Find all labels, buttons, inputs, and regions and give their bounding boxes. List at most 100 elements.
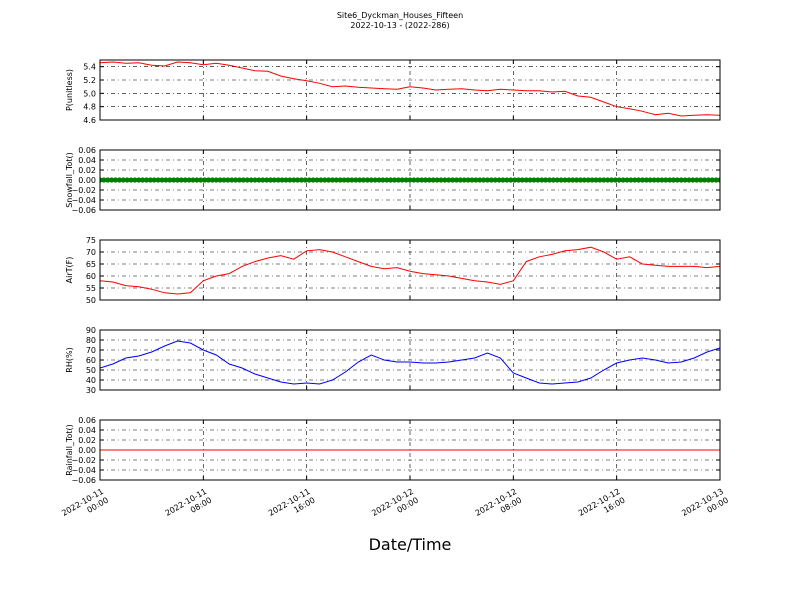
data-point [167, 177, 173, 183]
y-tick-label: 4.8 [83, 103, 96, 112]
data-point [322, 177, 328, 183]
data-point [295, 177, 301, 183]
data-point [492, 177, 498, 183]
data-point [636, 177, 642, 183]
data-point [558, 177, 564, 183]
chart-subtitle: 2022-10-13 - (2022-286) [350, 21, 449, 30]
data-point [194, 177, 200, 183]
data-point [101, 177, 107, 183]
data-point [647, 177, 653, 183]
data-point [291, 177, 297, 183]
x-tick-label: 2022-10-1216:00 [577, 487, 627, 527]
data-point [574, 177, 580, 183]
data-point [329, 177, 336, 183]
data-point [275, 177, 281, 183]
data-point [159, 177, 165, 183]
data-point [535, 177, 541, 183]
data-point [504, 177, 510, 183]
data-point [612, 177, 618, 183]
data-point [496, 177, 502, 183]
x-axis-label: Date/Time [369, 535, 452, 554]
chart-title: Site6_Dyckman_Houses_Fifteen [337, 11, 463, 20]
data-point [519, 177, 525, 183]
data-point [469, 177, 475, 183]
data-point [682, 177, 688, 183]
y-axis-label: RH(%) [65, 347, 74, 372]
data-point [550, 177, 556, 183]
data-point [601, 177, 607, 183]
y-tick-label: 5.2 [83, 76, 96, 85]
data-point [527, 177, 533, 183]
data-point [105, 177, 111, 183]
data-point [411, 177, 417, 183]
data-point [298, 177, 305, 183]
data-point [267, 177, 274, 183]
y-tick-label: 5.0 [83, 89, 96, 98]
data-point [182, 177, 188, 183]
y-tick-label: 80 [86, 336, 96, 345]
data-point [143, 177, 150, 183]
data-point [713, 177, 719, 183]
data-point [554, 177, 560, 183]
data-point [109, 177, 115, 183]
plot-frame [99, 59, 721, 121]
series-line [100, 61, 720, 117]
y-tick-label: −0.06 [71, 206, 96, 215]
data-point [380, 177, 386, 183]
data-point [345, 177, 351, 183]
data-point [585, 177, 591, 183]
y-tick-label: 0.02 [78, 436, 96, 445]
data-point [341, 177, 347, 183]
data-point [589, 177, 595, 183]
data-point [628, 177, 634, 183]
series-line [100, 246, 720, 295]
data-point [391, 177, 398, 183]
data-point [205, 177, 212, 183]
data-point [500, 177, 506, 183]
data-point [515, 177, 522, 183]
data-point [465, 177, 471, 183]
data-point [450, 177, 456, 183]
y-tick-label: 0.00 [78, 446, 96, 455]
y-tick-label: 50 [86, 366, 96, 375]
data-point [186, 177, 192, 183]
data-point [120, 177, 126, 183]
y-tick-label: 90 [86, 326, 96, 335]
data-point [198, 177, 204, 183]
data-point [639, 177, 646, 183]
data-point [651, 177, 657, 183]
y-tick-label: 75 [86, 236, 96, 245]
data-point [124, 177, 130, 183]
data-point [473, 177, 479, 183]
data-point [643, 177, 649, 183]
chart-panels: 4.64.85.05.25.4P(unitless)−0.06−0.04−0.0… [65, 59, 721, 485]
data-point [570, 177, 576, 183]
data-point [546, 177, 553, 183]
data-point [260, 177, 266, 183]
data-point [388, 177, 394, 183]
data-point [488, 177, 494, 183]
data-point [244, 177, 250, 183]
data-point [221, 177, 227, 183]
data-point [438, 177, 444, 183]
y-tick-label: −0.02 [71, 186, 96, 195]
y-tick-label: 0.04 [78, 426, 96, 435]
x-tick-label: 2022-10-1208:00 [474, 487, 524, 527]
data-point [674, 177, 680, 183]
data-point [353, 177, 359, 183]
y-axis-label: P(unitless) [65, 69, 74, 111]
data-point [283, 177, 289, 183]
data-point [287, 177, 293, 183]
data-point [151, 177, 157, 183]
data-point [407, 177, 413, 183]
data-point [434, 177, 440, 183]
y-axis-label: Rainfall_Tot() [65, 424, 74, 476]
panel-2: −0.06−0.04−0.020.000.020.040.06 Snowfall_… [65, 146, 721, 215]
data-point [202, 177, 208, 183]
data-point [419, 177, 425, 183]
data-point [477, 177, 483, 183]
data-point [620, 177, 626, 183]
data-point [225, 177, 231, 183]
data-point [597, 177, 603, 183]
